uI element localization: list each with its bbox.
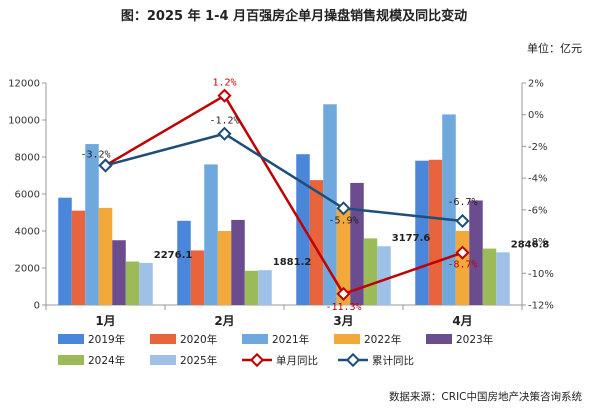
line-data-label: -5.9% xyxy=(328,215,358,226)
bar xyxy=(231,219,245,305)
bar xyxy=(125,261,140,305)
y-tick-label: 0 xyxy=(34,301,40,312)
y2-tick-label: 0% xyxy=(528,110,544,121)
y2-tick-label: -6% xyxy=(528,205,547,216)
line-data-label: -6.7% xyxy=(447,197,477,208)
line-point xyxy=(217,88,232,103)
bar xyxy=(469,200,483,305)
bar xyxy=(217,231,232,305)
bar xyxy=(377,246,391,305)
x-tick-label: 3月 xyxy=(333,314,353,328)
bar xyxy=(496,252,510,305)
line-point xyxy=(455,245,470,260)
y-tick-label: 4000 xyxy=(15,227,40,238)
y2-tick-label: -10% xyxy=(528,269,554,280)
legend-swatch xyxy=(334,334,360,344)
bar-data-label: 2846.8 xyxy=(511,239,550,250)
bar xyxy=(323,104,337,306)
series-line xyxy=(104,93,463,296)
chart-title: 图：2025 年 1-4 月百强房企单月操盘销售规模及同比变动 xyxy=(121,8,467,24)
line-point xyxy=(455,213,470,229)
legend-label: 2023年 xyxy=(456,333,493,346)
bar xyxy=(442,114,456,305)
bar xyxy=(336,207,351,305)
y-tick-label: 8000 xyxy=(15,153,40,164)
legend-swatch xyxy=(58,334,84,344)
legend-marker xyxy=(345,352,361,368)
y2-tick-label: -8% xyxy=(528,237,547,248)
x-tick-label: 1月 xyxy=(95,314,115,328)
line-data-label: -8.7% xyxy=(447,260,477,271)
bar xyxy=(204,164,218,305)
line-point xyxy=(98,158,113,173)
y2-tick-label: -2% xyxy=(528,142,547,153)
y2-tick-label: -4% xyxy=(528,174,547,185)
bar-data-label: 1881.2 xyxy=(273,257,312,268)
bar xyxy=(112,240,126,305)
y-tick-label: 10000 xyxy=(8,116,40,127)
bar xyxy=(258,270,272,305)
bar xyxy=(177,220,191,305)
line-data-label: -1.2% xyxy=(209,116,239,127)
bar xyxy=(139,262,153,305)
legend-label: 2020年 xyxy=(180,333,217,346)
y-tick-label: 6000 xyxy=(15,190,40,201)
x-tick-label: 4月 xyxy=(452,314,472,328)
series-line xyxy=(105,132,463,223)
bar xyxy=(98,207,113,305)
legend: 2019年 2020年 2021年 2022年 2023年 2024年 2025年 单月同比 累… xyxy=(58,333,493,368)
x-tick-label: 2月 xyxy=(214,314,234,328)
legend-label: 2021年 xyxy=(272,333,309,346)
bar xyxy=(71,210,86,305)
bar xyxy=(428,159,443,305)
legend-swatch xyxy=(426,334,452,344)
y-tick-label: 12000 xyxy=(8,79,40,90)
legend-label: 2022年 xyxy=(364,333,401,346)
y-tick-label: 2000 xyxy=(15,264,40,275)
source-note: 数据来源：CRIC中国房地产决策咨询系统 xyxy=(389,390,583,403)
y2-tick-label: 2% xyxy=(528,79,544,90)
legend-swatch xyxy=(150,334,176,344)
unit-label: 单位：亿元 xyxy=(527,41,582,55)
legend-label: 2024年 xyxy=(88,354,125,367)
y2-tick-label: -12% xyxy=(528,301,554,312)
bar xyxy=(350,182,364,305)
legend-swatch xyxy=(242,334,268,344)
legend-label: 单月同比 xyxy=(276,354,318,367)
legend-swatch xyxy=(150,355,176,365)
line-data-label: -3.2% xyxy=(80,149,110,160)
legend-label: 2019年 xyxy=(88,333,125,346)
line-data-label: 1.2% xyxy=(212,78,236,89)
legend-marker xyxy=(249,352,265,368)
bar xyxy=(85,144,99,305)
bar xyxy=(363,238,378,305)
bar xyxy=(190,250,205,305)
lines: 1.2% -11.3% -8.7% -3.2% -1.2% -5.9% -6.7% xyxy=(80,78,477,313)
legend-label: 累计同比 xyxy=(372,354,414,367)
bar xyxy=(58,197,72,305)
legend-swatch xyxy=(58,355,84,365)
line-point xyxy=(336,286,351,301)
bar-data-label: 3177.6 xyxy=(392,233,431,244)
bar xyxy=(244,270,259,305)
line-data-label: -11.3% xyxy=(325,302,361,313)
bar xyxy=(482,248,497,305)
bar xyxy=(296,154,310,305)
bar xyxy=(309,180,324,305)
line-point xyxy=(336,201,351,216)
legend-label: 2025年 xyxy=(180,354,217,367)
line-point xyxy=(217,126,232,141)
bar-data-label: 2276.1 xyxy=(154,250,193,261)
